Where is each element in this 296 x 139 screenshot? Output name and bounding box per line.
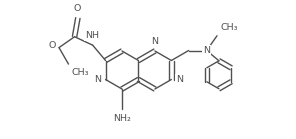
- Text: N: N: [176, 75, 183, 84]
- Text: NH₂: NH₂: [113, 114, 131, 123]
- Text: N: N: [203, 46, 210, 55]
- Text: NH: NH: [85, 31, 99, 40]
- Text: N: N: [152, 37, 158, 46]
- Text: CH₃: CH₃: [72, 68, 89, 77]
- Text: N: N: [94, 75, 102, 84]
- Text: O: O: [73, 4, 81, 13]
- Text: CH₃: CH₃: [220, 23, 237, 32]
- Text: O: O: [49, 41, 56, 50]
